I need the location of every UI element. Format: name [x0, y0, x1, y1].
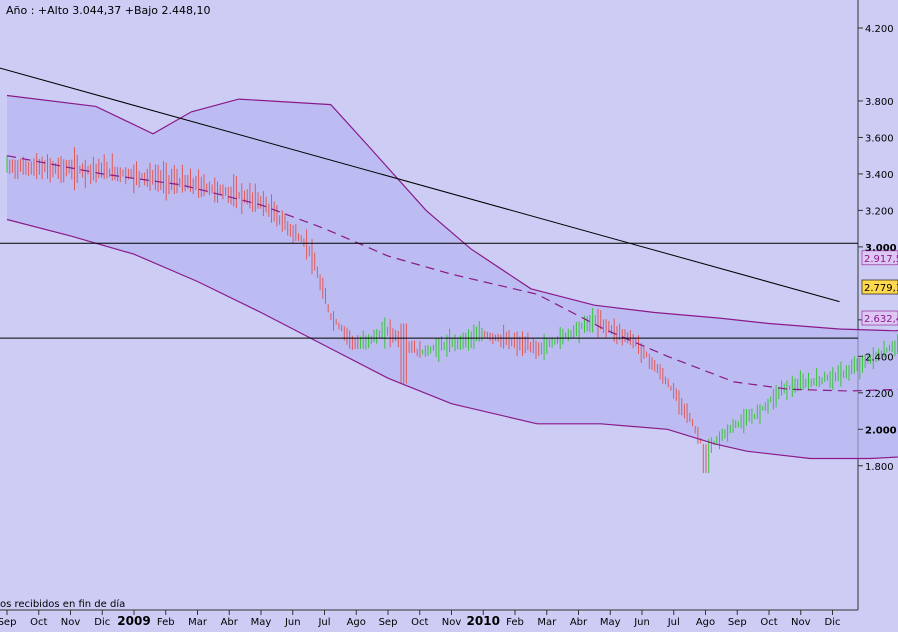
y-tick-label: 3.400: [865, 170, 894, 181]
x-tick-label: Sep: [0, 617, 16, 628]
x-tick-label: Oct: [30, 617, 47, 628]
x-tick-label: 2010: [467, 614, 500, 628]
value-labels: 2.917,5 2.779,1 2.632,4: [861, 250, 898, 326]
bollinger-band-fill: [7, 95, 898, 459]
x-tick-label: Jun: [284, 617, 301, 628]
y-tick-label: 3.200: [865, 206, 894, 217]
trend-line: [0, 67, 840, 303]
lower-band-label: 2.632,4: [864, 314, 898, 325]
x-tick-label: Dic: [825, 617, 841, 628]
footer-text: os recibidos en fin de día: [0, 598, 125, 610]
x-tick-label: Ago: [347, 617, 366, 628]
x-tick-label: Oct: [411, 617, 428, 628]
price-bars: [6, 147, 898, 474]
x-tick-label: Abr: [570, 617, 588, 628]
x-tick-label: Sep: [728, 617, 747, 628]
x-tick-label: May: [600, 617, 621, 628]
y-tick-label: 1.800: [865, 462, 894, 473]
y-tick-label: 3.600: [865, 133, 894, 144]
upper-band-label: 2.917,5: [864, 254, 898, 265]
x-tick-label: May: [251, 617, 272, 628]
x-tick-label: Feb: [506, 617, 524, 628]
axis-ticks: [6, 27, 863, 615]
x-tick-label: Mar: [188, 617, 208, 628]
header-text: Año : +Alto 3.044,37 +Bajo 2.448,10: [6, 4, 211, 17]
x-tick-label: Nov: [61, 617, 81, 628]
x-tick-label: Abr: [221, 617, 239, 628]
y-tick-label: 3.800: [865, 97, 894, 108]
x-tick-label: Jul: [667, 617, 680, 628]
y-tick-label: 4.200: [865, 24, 894, 35]
x-tick-label: Jun: [633, 617, 650, 628]
axis-labels: 4.2003.8003.6003.4003.2003.0002.6002.400…: [0, 24, 897, 628]
x-tick-label: Nov: [791, 617, 811, 628]
upper-band-line: [6, 94, 898, 332]
x-tick-label: Jul: [317, 617, 330, 628]
x-tick-label: Dic: [94, 617, 110, 628]
price-label-box: [861, 279, 898, 295]
x-tick-label: Nov: [442, 617, 462, 628]
y-tick-label: 2.400: [865, 352, 894, 363]
x-tick-label: 2009: [117, 614, 150, 628]
x-tick-label: Ago: [696, 617, 715, 628]
x-tick-label: Oct: [760, 617, 777, 628]
x-tick-label: Feb: [157, 617, 175, 628]
x-tick-label: Sep: [379, 617, 398, 628]
lower-band-line: [6, 218, 898, 460]
y-tick-label: 3.000: [865, 243, 897, 254]
y-tick-label: 2.000: [865, 425, 897, 436]
price-label: 2.779,1: [864, 283, 898, 294]
y-tick-label: 2.200: [865, 389, 894, 400]
upper-band-label-box: [861, 250, 898, 266]
x-tick-label: Mar: [537, 617, 557, 628]
middle-band-line: [6, 155, 898, 392]
lower-band-label-box: [861, 310, 898, 326]
